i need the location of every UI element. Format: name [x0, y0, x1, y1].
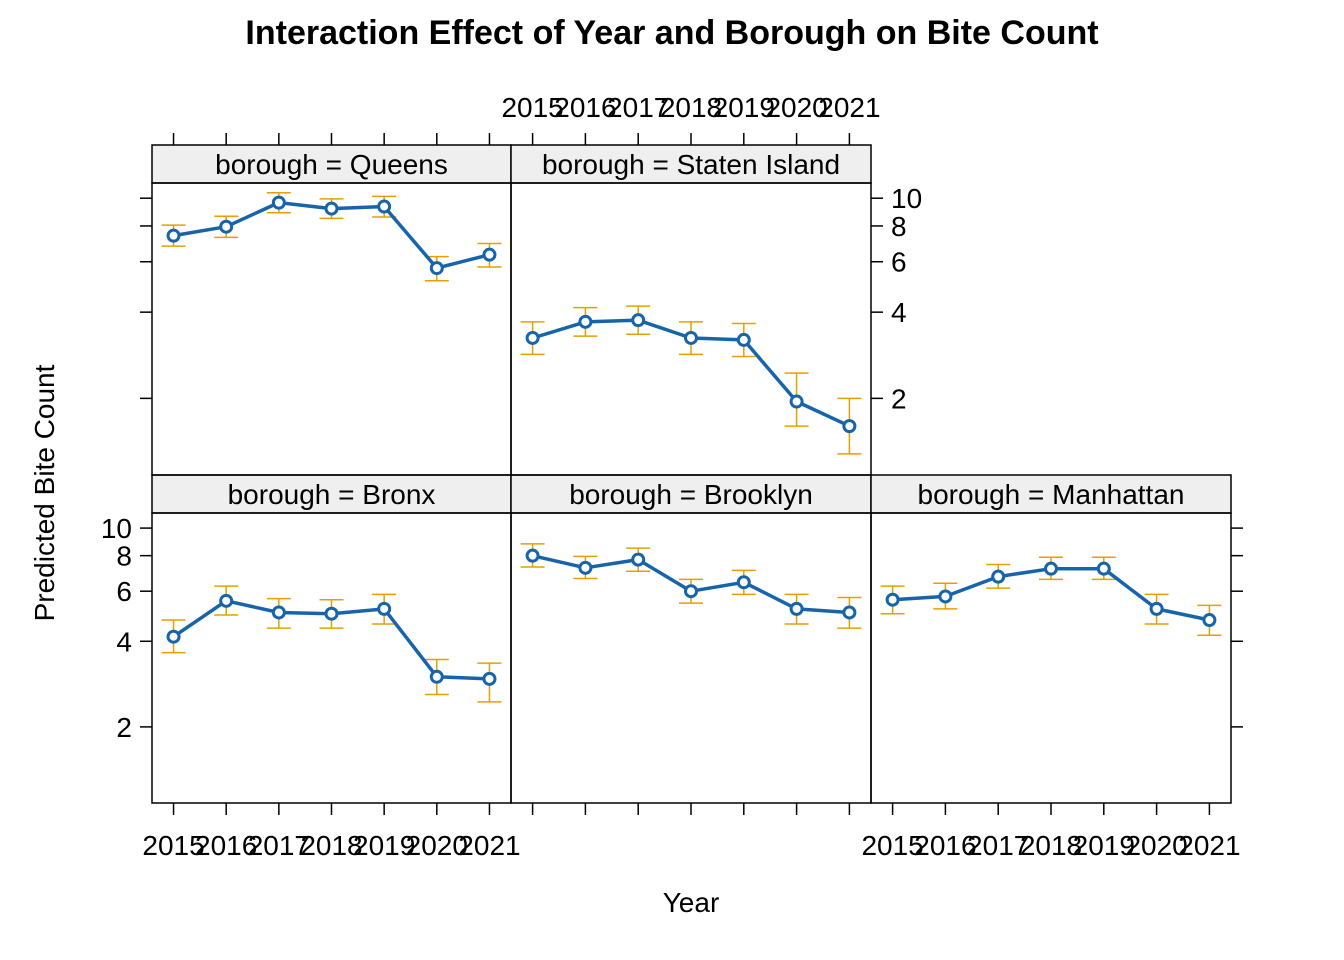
y-tick-label: 2: [891, 383, 907, 414]
data-point: [1096, 561, 1111, 576]
y-tick-label: 4: [116, 626, 132, 657]
data-point: [271, 605, 286, 620]
data-point: [1044, 561, 1058, 576]
x-tick-label: 2017: [967, 830, 1029, 861]
data-point: [736, 575, 751, 590]
data-point: [219, 593, 234, 608]
x-tick-label: 2015: [861, 830, 923, 861]
x-tick-label: 2017: [248, 830, 310, 861]
panel-borough-brooklyn: borough = Brooklyn: [510, 474, 872, 804]
data-point: [324, 201, 339, 216]
panels-layer: borough = Bronx borough = Brooklyn borough…: [101, 92, 1243, 861]
panel-frame: [151, 512, 512, 804]
panel-strip-label: borough = Staten Island: [542, 149, 840, 180]
x-tick-label: 2019: [713, 92, 775, 123]
x-tick-label: 2016: [195, 830, 257, 861]
panel-strip-label: borough = Bronx: [228, 479, 436, 510]
data-point: [429, 669, 444, 684]
data-point: [842, 419, 857, 434]
x-tick-label: 2018: [300, 830, 362, 861]
data-point: [885, 592, 900, 607]
y-tick-label: 4: [891, 297, 907, 328]
data-point: [842, 605, 857, 620]
data-point: [684, 584, 698, 599]
data-point: [324, 606, 339, 621]
data-point: [1149, 601, 1164, 616]
x-tick-label: 2020: [765, 92, 827, 123]
y-tick-label: 10: [101, 513, 132, 544]
y-axis-label: Predicted Bite Count: [29, 364, 60, 621]
data-point: [578, 314, 593, 329]
panel-borough-manhattan: borough = Manhattan: [870, 474, 1232, 804]
data-point: [166, 228, 181, 243]
panel-strip: [870, 474, 1232, 514]
data-point: [1202, 613, 1217, 628]
data-point: [736, 332, 751, 347]
y-tick-label: 6: [891, 247, 907, 278]
data-point: [429, 261, 444, 276]
panel-borough-queens: borough = Queens: [151, 144, 512, 476]
data-point: [789, 601, 804, 616]
panel-borough-staten-island: borough = Staten Island: [510, 144, 872, 476]
data-point: [991, 569, 1006, 584]
data-point: [631, 313, 646, 328]
panel-borough-bronx: borough = Bronx: [151, 474, 512, 804]
x-tick-label: 2017: [607, 92, 669, 123]
panel-frame: [151, 182, 512, 476]
x-tick-label: 2021: [458, 830, 520, 861]
panel-strip: [151, 474, 512, 514]
x-tick-label: 2015: [142, 830, 204, 861]
panel-strip-label: borough = Queens: [215, 149, 448, 180]
panel-frame: [510, 512, 872, 804]
data-point: [525, 330, 540, 345]
data-point: [166, 629, 181, 644]
x-axis-label: Year: [663, 887, 720, 918]
data-point: [938, 589, 953, 604]
x-tick-label: 2021: [1178, 830, 1240, 861]
panel-frame: [510, 182, 872, 476]
data-point: [631, 552, 646, 567]
x-tick-label: 2019: [353, 830, 415, 861]
x-tick-label: 2018: [660, 92, 722, 123]
y-tick-label: 6: [116, 576, 132, 607]
x-tick-label: 2018: [1020, 830, 1082, 861]
data-point: [377, 199, 392, 214]
y-tick-label: 2: [116, 712, 132, 743]
data-point: [482, 671, 497, 686]
x-tick-label: 2019: [1073, 830, 1135, 861]
data-point: [525, 548, 540, 563]
x-tick-label: 2020: [406, 830, 468, 861]
x-tick-label: 2016: [914, 830, 976, 861]
data-point: [377, 601, 392, 616]
x-tick-label: 2020: [1125, 830, 1187, 861]
data-point: [219, 219, 234, 234]
x-tick-label: 2015: [501, 92, 563, 123]
x-tick-label: 2016: [554, 92, 616, 123]
x-tick-label: 2021: [818, 92, 880, 123]
data-point: [684, 330, 698, 345]
panel-strip-label: borough = Brooklyn: [569, 479, 813, 510]
data-point: [789, 394, 804, 409]
panel-strip-label: borough = Manhattan: [918, 479, 1185, 510]
y-tick-label: 8: [116, 541, 132, 572]
data-point: [482, 247, 497, 262]
y-tick-label: 8: [891, 211, 907, 242]
y-tick-label: 10: [891, 183, 922, 214]
data-point: [578, 560, 593, 575]
chart-title: Interaction Effect of Year and Borough o…: [245, 14, 1098, 52]
data-point: [271, 195, 286, 210]
